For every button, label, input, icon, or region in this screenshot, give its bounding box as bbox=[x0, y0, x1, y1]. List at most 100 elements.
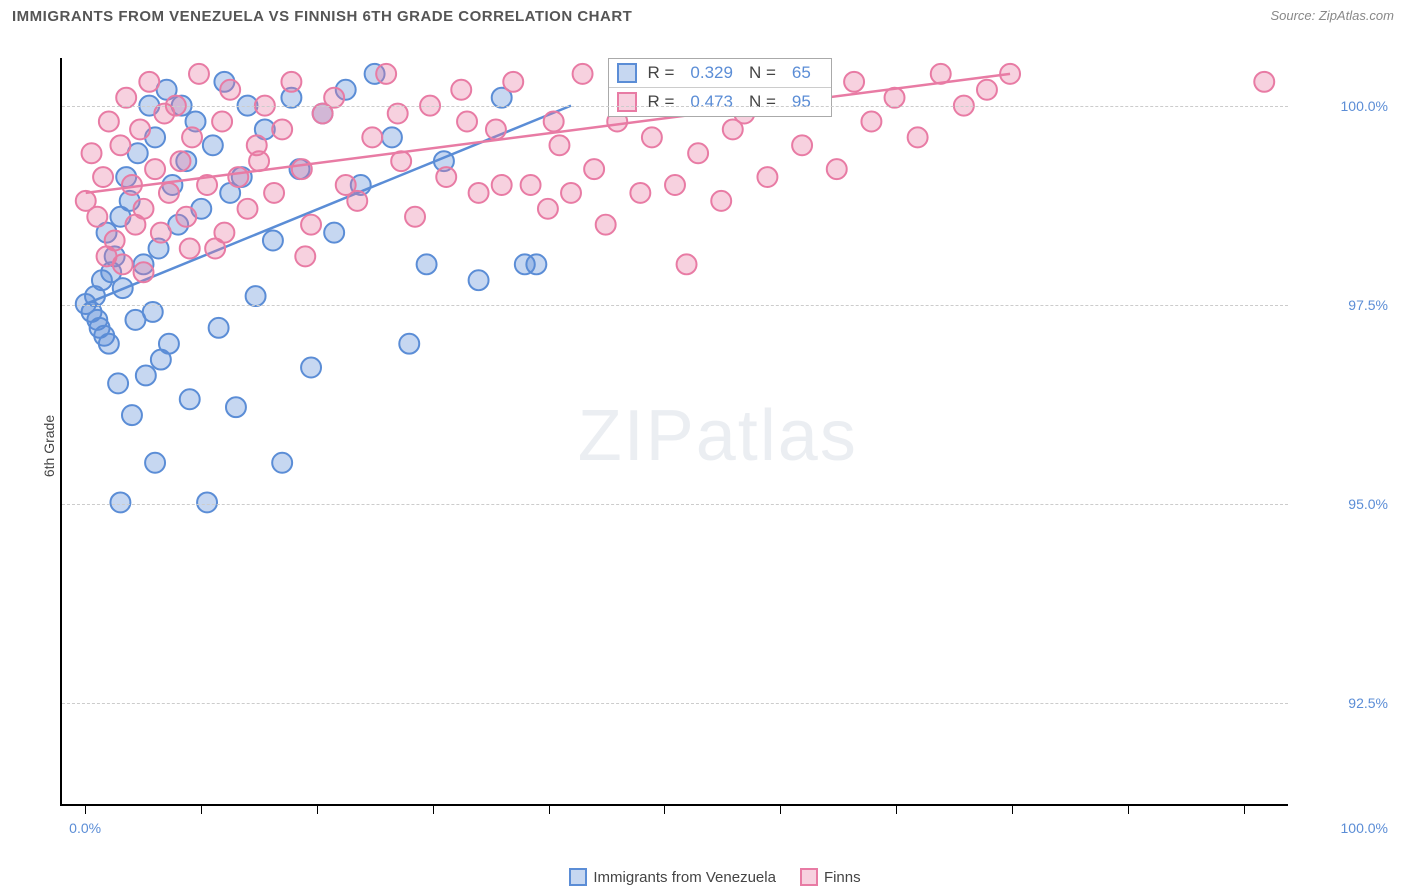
y-tick-label: 92.5% bbox=[1348, 695, 1388, 711]
scatter-point bbox=[139, 72, 159, 92]
scatter-point bbox=[182, 127, 202, 147]
scatter-point bbox=[99, 112, 119, 132]
scatter-point bbox=[108, 373, 128, 393]
scatter-point bbox=[246, 286, 266, 306]
legend-swatch bbox=[617, 63, 637, 83]
scatter-point bbox=[159, 183, 179, 203]
scatter-point bbox=[324, 88, 344, 108]
scatter-point bbox=[544, 112, 564, 132]
scatter-point bbox=[145, 453, 165, 473]
scatter-point bbox=[136, 365, 156, 385]
scatter-point bbox=[105, 231, 125, 251]
scatter-point bbox=[301, 358, 321, 378]
correlation-inset-legend: R = 0.329 N = 65 R = 0.473 N = 95 bbox=[608, 58, 831, 117]
scatter-point bbox=[87, 207, 107, 227]
gridline bbox=[62, 703, 1288, 704]
n-value: 95 bbox=[792, 92, 811, 112]
scatter-point bbox=[561, 183, 581, 203]
scatter-point bbox=[238, 199, 258, 219]
x-tick bbox=[1244, 804, 1245, 814]
x-tick bbox=[1128, 804, 1129, 814]
scatter-point bbox=[99, 334, 119, 354]
scatter-point bbox=[549, 135, 569, 155]
scatter-point bbox=[503, 72, 523, 92]
scatter-point bbox=[220, 80, 240, 100]
scatter-point bbox=[93, 167, 113, 187]
y-tick-label: 95.0% bbox=[1348, 496, 1388, 512]
r-value: 0.473 bbox=[690, 92, 733, 112]
scatter-point bbox=[526, 254, 546, 274]
scatter-point bbox=[688, 143, 708, 163]
inset-legend-row: R = 0.329 N = 65 bbox=[609, 59, 830, 87]
scatter-point bbox=[665, 175, 685, 195]
scatter-point bbox=[451, 80, 471, 100]
scatter-point bbox=[492, 175, 512, 195]
scatter-point bbox=[1254, 72, 1274, 92]
scatter-point bbox=[436, 167, 456, 187]
y-axis-label: 6th Grade bbox=[41, 415, 57, 477]
x-tick bbox=[549, 804, 550, 814]
scatter-point bbox=[596, 215, 616, 235]
n-label: N = bbox=[749, 63, 776, 83]
x-max-label: 100.0% bbox=[1341, 820, 1388, 836]
scatter-point bbox=[861, 112, 881, 132]
scatter-point bbox=[792, 135, 812, 155]
scatter-point bbox=[214, 223, 234, 243]
x-tick bbox=[896, 804, 897, 814]
scatter-point bbox=[301, 215, 321, 235]
scatter-point bbox=[486, 119, 506, 139]
legend-label: Immigrants from Venezuela bbox=[593, 869, 776, 886]
scatter-point bbox=[134, 199, 154, 219]
chart-title: IMMIGRANTS FROM VENEZUELA VS FINNISH 6TH… bbox=[12, 8, 632, 25]
scatter-point bbox=[116, 88, 136, 108]
scatter-point bbox=[405, 207, 425, 227]
scatter-point bbox=[82, 143, 102, 163]
x-tick bbox=[780, 804, 781, 814]
scatter-point bbox=[399, 334, 419, 354]
scatter-point bbox=[295, 246, 315, 266]
legend-label: Finns bbox=[824, 869, 861, 886]
scatter-point bbox=[376, 64, 396, 84]
n-label: N = bbox=[749, 92, 776, 112]
y-tick-label: 100.0% bbox=[1341, 98, 1388, 114]
scatter-point bbox=[130, 119, 150, 139]
n-value: 65 bbox=[792, 63, 811, 83]
scatter-point bbox=[134, 262, 154, 282]
scatter-point bbox=[844, 72, 864, 92]
x-tick bbox=[317, 804, 318, 814]
scatter-point bbox=[176, 207, 196, 227]
scatter-point bbox=[122, 405, 142, 425]
scatter-point bbox=[151, 223, 171, 243]
x-tick bbox=[1012, 804, 1013, 814]
legend-swatch bbox=[569, 868, 587, 886]
scatter-point bbox=[226, 397, 246, 417]
scatter-point bbox=[281, 72, 301, 92]
scatter-point bbox=[630, 183, 650, 203]
scatter-point bbox=[642, 127, 662, 147]
r-value: 0.329 bbox=[690, 63, 733, 83]
x-tick bbox=[664, 804, 665, 814]
scatter-point bbox=[197, 492, 217, 512]
scatter-point bbox=[908, 127, 928, 147]
x-tick bbox=[85, 804, 86, 814]
scatter-point bbox=[180, 238, 200, 258]
gridline bbox=[62, 106, 1288, 107]
scatter-point bbox=[677, 254, 697, 274]
gridline bbox=[62, 305, 1288, 306]
legend-swatch bbox=[617, 92, 637, 112]
scatter-point bbox=[362, 127, 382, 147]
r-label: R = bbox=[647, 63, 674, 83]
scatter-point bbox=[827, 159, 847, 179]
chart-plot-area: ZIPatlas R = 0.329N = 65R = 0.473N = 95 bbox=[60, 58, 1288, 806]
scatter-point bbox=[469, 270, 489, 290]
scatter-point bbox=[382, 127, 402, 147]
legend-swatch bbox=[800, 868, 818, 886]
scatter-point bbox=[521, 175, 541, 195]
inset-legend-row: R = 0.473 N = 95 bbox=[609, 87, 830, 116]
r-label: R = bbox=[647, 92, 674, 112]
scatter-point bbox=[110, 492, 130, 512]
scatter-point bbox=[272, 453, 292, 473]
scatter-point bbox=[110, 135, 130, 155]
scatter-point bbox=[203, 135, 223, 155]
scatter-point bbox=[228, 167, 248, 187]
